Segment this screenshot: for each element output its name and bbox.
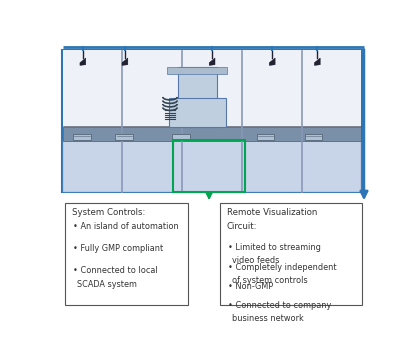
Bar <box>178 67 216 127</box>
Text: Remote Visualization: Remote Visualization <box>227 208 317 217</box>
Bar <box>172 134 190 140</box>
Text: • Connected to company: • Connected to company <box>228 302 332 311</box>
Text: • Completely independent: • Completely independent <box>228 263 337 272</box>
Bar <box>73 134 91 140</box>
Text: Circuit:: Circuit: <box>227 222 257 231</box>
Polygon shape <box>314 58 320 65</box>
Polygon shape <box>209 58 215 65</box>
Text: • An island of automation: • An island of automation <box>73 222 179 231</box>
Text: • Non-GMP: • Non-GMP <box>228 282 274 291</box>
Bar <box>304 134 322 140</box>
Text: business network: business network <box>232 314 304 324</box>
Bar <box>63 127 362 141</box>
Text: SCADA system: SCADA system <box>77 280 137 289</box>
Text: • Connected to local: • Connected to local <box>73 266 158 275</box>
Polygon shape <box>122 58 128 65</box>
Bar <box>256 134 274 140</box>
Bar <box>220 203 362 305</box>
Text: System Controls:: System Controls: <box>72 208 145 217</box>
Polygon shape <box>269 58 275 65</box>
Text: video feeds: video feeds <box>232 256 279 265</box>
Text: • Fully GMP compliant: • Fully GMP compliant <box>73 244 163 253</box>
Bar <box>63 140 362 192</box>
Bar <box>167 67 227 74</box>
Polygon shape <box>80 58 86 65</box>
Text: of system controls: of system controls <box>232 276 308 285</box>
Bar <box>63 50 362 127</box>
Bar <box>173 140 245 192</box>
Text: • Limited to streaming: • Limited to streaming <box>228 244 321 252</box>
Bar <box>115 134 133 140</box>
Bar <box>62 50 362 192</box>
Bar <box>168 98 226 127</box>
Bar <box>65 203 188 305</box>
